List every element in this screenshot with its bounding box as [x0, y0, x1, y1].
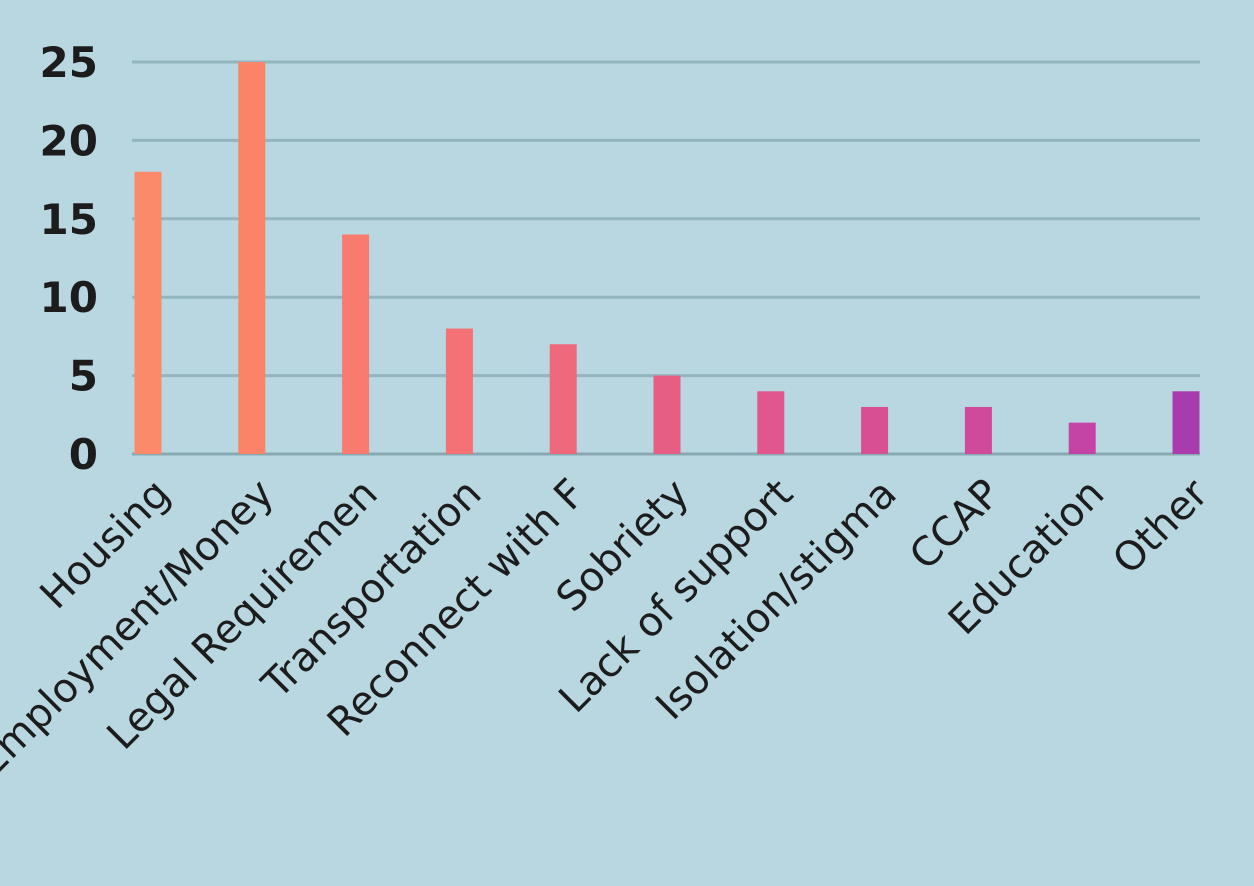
- bars: [134, 62, 1200, 454]
- bar: [342, 234, 370, 454]
- y-tick-label: 15: [40, 195, 98, 244]
- y-axis-ticks: 0 5 10 15 20 25: [40, 38, 98, 479]
- bar: [964, 406, 992, 454]
- bar: [1172, 391, 1200, 454]
- bar: [861, 406, 889, 454]
- y-tick-label: 10: [40, 273, 98, 322]
- y-tick-label: 0: [69, 430, 98, 479]
- bar: [134, 171, 162, 454]
- bar: [549, 344, 577, 454]
- bar: [653, 375, 681, 454]
- bar: [757, 391, 785, 454]
- bar: [238, 62, 266, 454]
- gridlines: [132, 60, 1200, 456]
- x-tick-label: Other: [1104, 470, 1217, 583]
- y-tick-label: 5: [69, 352, 98, 401]
- y-tick-label: 25: [40, 38, 98, 87]
- y-tick-label: 20: [40, 116, 98, 165]
- bar: [445, 328, 473, 454]
- bar: [1068, 422, 1096, 454]
